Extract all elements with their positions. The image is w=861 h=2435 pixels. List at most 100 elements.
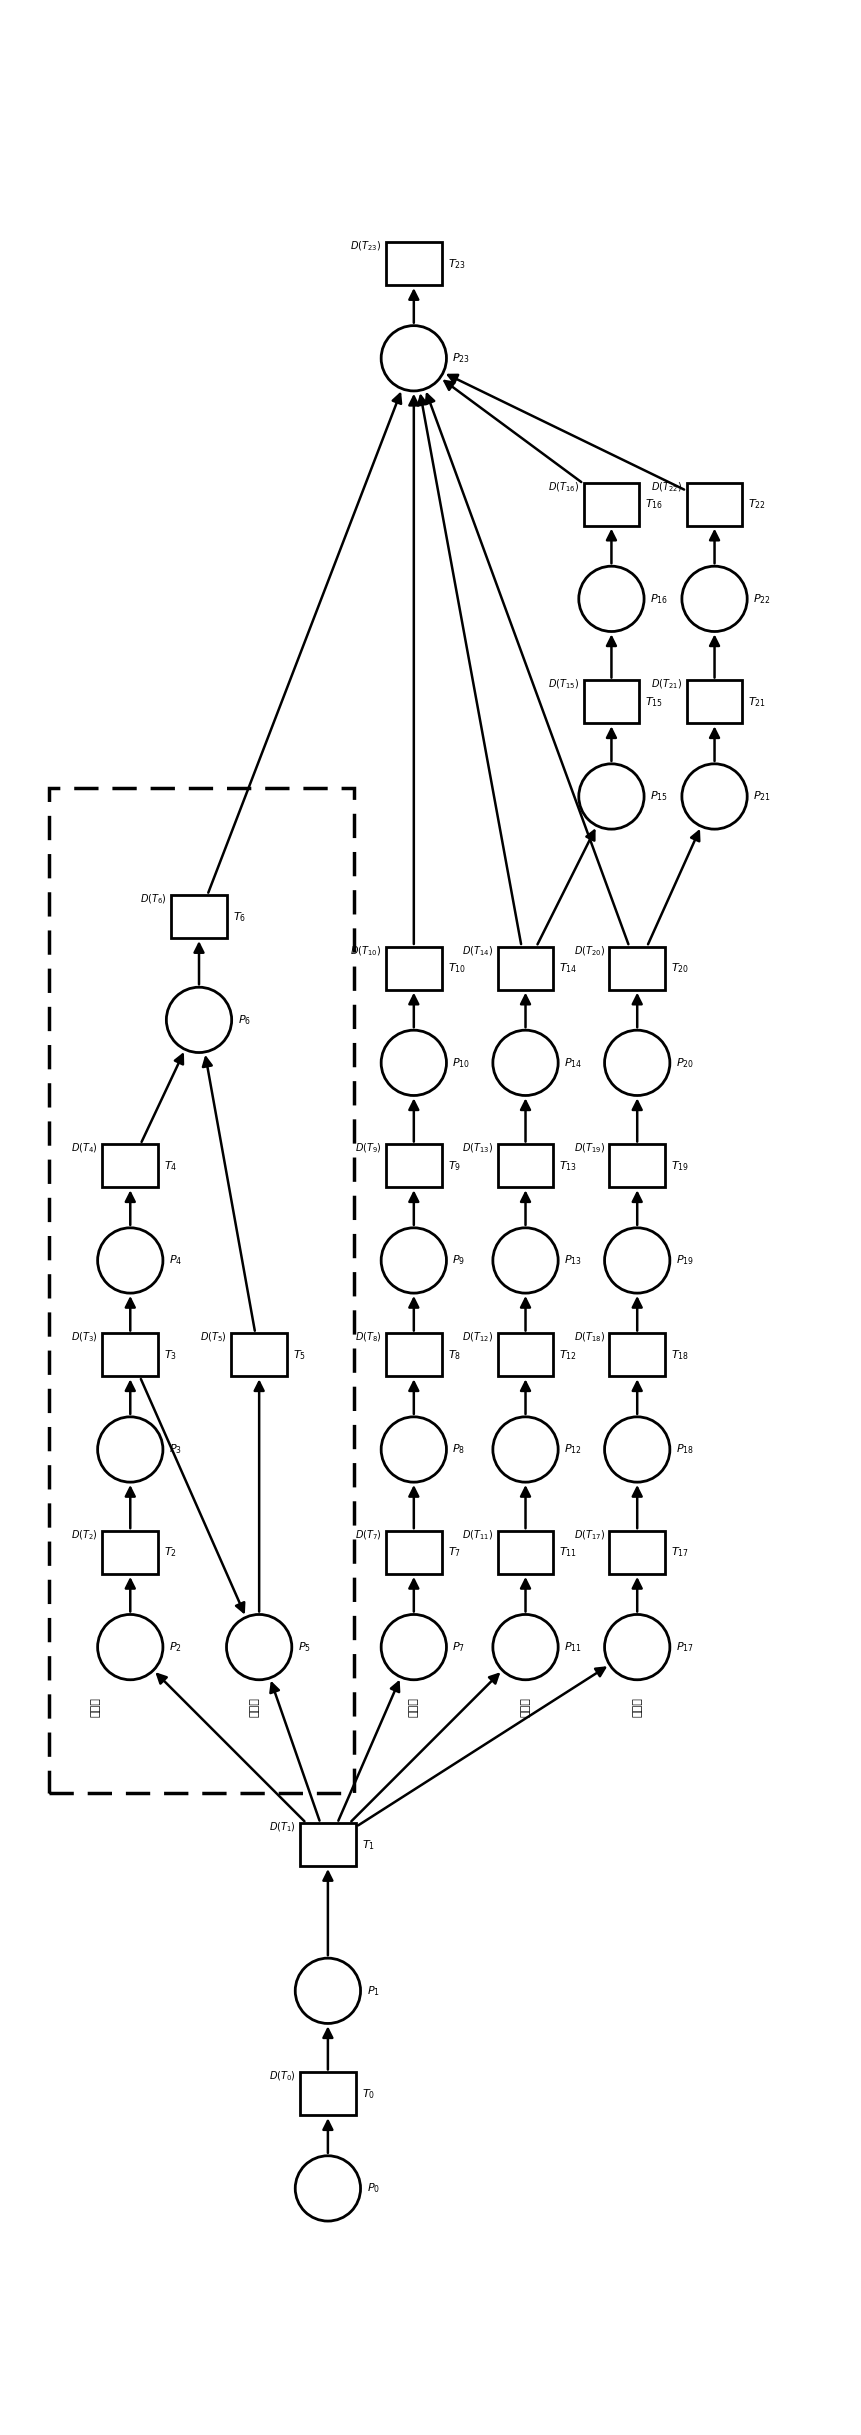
- Circle shape: [166, 986, 232, 1052]
- Circle shape: [381, 1614, 446, 1680]
- Text: $T_{20}$: $T_{20}$: [671, 962, 689, 976]
- Text: $T_{18}$: $T_{18}$: [671, 1349, 689, 1361]
- Bar: [102, 1532, 158, 1573]
- Text: $T_{22}$: $T_{22}$: [747, 497, 765, 511]
- Text: 三支线: 三支线: [408, 1697, 418, 1717]
- Bar: [48, 789, 353, 1792]
- Text: $T_{14}$: $T_{14}$: [559, 962, 577, 976]
- Text: $T_8$: $T_8$: [447, 1349, 461, 1361]
- Text: $P_{18}$: $P_{18}$: [675, 1442, 693, 1456]
- Bar: [170, 896, 226, 937]
- Text: $P_1$: $P_1$: [366, 1985, 379, 1997]
- Text: $D(T_8)$: $D(T_8)$: [355, 1330, 381, 1344]
- Text: $D(T_{13})$: $D(T_{13})$: [461, 1142, 492, 1154]
- Bar: [386, 1334, 441, 1376]
- Bar: [102, 1144, 158, 1188]
- Text: $D(T_{12})$: $D(T_{12})$: [461, 1330, 492, 1344]
- Text: $D(T_{18})$: $D(T_{18})$: [573, 1330, 604, 1344]
- Circle shape: [492, 1227, 558, 1293]
- Text: $T_7$: $T_7$: [447, 1546, 461, 1558]
- Text: $P_7$: $P_7$: [452, 1641, 465, 1653]
- Bar: [609, 1532, 665, 1573]
- Text: $P_{17}$: $P_{17}$: [675, 1641, 693, 1653]
- Circle shape: [97, 1227, 163, 1293]
- Text: $T_9$: $T_9$: [447, 1159, 461, 1174]
- Bar: [386, 1532, 441, 1573]
- Text: $D(T_{19})$: $D(T_{19})$: [573, 1142, 604, 1154]
- Bar: [231, 1334, 287, 1376]
- Text: $T_{19}$: $T_{19}$: [671, 1159, 689, 1174]
- Bar: [497, 1532, 553, 1573]
- Text: $P_0$: $P_0$: [366, 2182, 379, 2196]
- Text: $D(T_9)$: $D(T_9)$: [355, 1142, 381, 1154]
- Text: $D(T_{11})$: $D(T_{11})$: [461, 1529, 492, 1541]
- Text: $P_2$: $P_2$: [169, 1641, 182, 1653]
- Text: $P_{13}$: $P_{13}$: [564, 1254, 581, 1266]
- Text: $T_2$: $T_2$: [164, 1546, 177, 1558]
- Text: $P_{12}$: $P_{12}$: [564, 1442, 581, 1456]
- Circle shape: [97, 1614, 163, 1680]
- Text: $P_{22}$: $P_{22}$: [753, 592, 770, 606]
- Text: $D(T_{17})$: $D(T_{17})$: [573, 1529, 604, 1541]
- Text: $D(T_1)$: $D(T_1)$: [269, 1821, 295, 1834]
- Circle shape: [492, 1417, 558, 1483]
- Text: $T_{23}$: $T_{23}$: [447, 256, 465, 270]
- Text: $D(T_2)$: $D(T_2)$: [71, 1529, 98, 1541]
- Text: $P_8$: $P_8$: [452, 1442, 465, 1456]
- Text: $T_1$: $T_1$: [362, 1838, 375, 1851]
- Bar: [609, 1334, 665, 1376]
- Text: $T_4$: $T_4$: [164, 1159, 177, 1174]
- Bar: [386, 244, 441, 285]
- Circle shape: [295, 1958, 360, 2023]
- Text: 四支线: 四支线: [520, 1697, 530, 1717]
- Text: $D(T_{21})$: $D(T_{21})$: [650, 677, 682, 692]
- Bar: [686, 482, 741, 526]
- Text: $D(T_0)$: $D(T_0)$: [269, 2070, 295, 2084]
- Circle shape: [381, 1227, 446, 1293]
- Text: $D(T_4)$: $D(T_4)$: [71, 1142, 98, 1154]
- Bar: [609, 1144, 665, 1188]
- Circle shape: [604, 1614, 669, 1680]
- Bar: [583, 482, 639, 526]
- Circle shape: [381, 326, 446, 392]
- Text: $P_{23}$: $P_{23}$: [452, 351, 470, 365]
- Text: $D(T_{23})$: $D(T_{23})$: [350, 239, 381, 253]
- Text: $P_{20}$: $P_{20}$: [675, 1057, 693, 1069]
- Text: $P_5$: $P_5$: [297, 1641, 311, 1653]
- Circle shape: [604, 1417, 669, 1483]
- Circle shape: [381, 1030, 446, 1096]
- Text: $D(T_6)$: $D(T_6)$: [139, 894, 166, 906]
- Text: $D(T_{10})$: $D(T_{10})$: [350, 945, 381, 957]
- Text: $P_{10}$: $P_{10}$: [452, 1057, 470, 1069]
- Text: $T_{17}$: $T_{17}$: [671, 1546, 688, 1558]
- Bar: [609, 947, 665, 989]
- Text: $T_{13}$: $T_{13}$: [559, 1159, 577, 1174]
- Text: $D(T_{15})$: $D(T_{15})$: [548, 677, 579, 692]
- Bar: [386, 947, 441, 989]
- Text: $P_4$: $P_4$: [169, 1254, 182, 1266]
- Text: $T_{11}$: $T_{11}$: [559, 1546, 577, 1558]
- Bar: [102, 1334, 158, 1376]
- Text: $D(T_5)$: $D(T_5)$: [200, 1330, 226, 1344]
- Circle shape: [97, 1417, 163, 1483]
- Text: $P_{11}$: $P_{11}$: [564, 1641, 581, 1653]
- Circle shape: [578, 765, 643, 830]
- Circle shape: [226, 1614, 292, 1680]
- Bar: [300, 1824, 356, 1865]
- Circle shape: [604, 1030, 669, 1096]
- Text: $D(T_{16})$: $D(T_{16})$: [548, 480, 579, 494]
- Text: $D(T_{20})$: $D(T_{20})$: [573, 945, 604, 957]
- Text: $D(T_{14})$: $D(T_{14})$: [461, 945, 492, 957]
- Text: $D(T_{22})$: $D(T_{22})$: [650, 480, 682, 494]
- Bar: [497, 1334, 553, 1376]
- Bar: [686, 679, 741, 723]
- Bar: [497, 1144, 553, 1188]
- Text: $P_{19}$: $P_{19}$: [675, 1254, 693, 1266]
- Text: $T_{16}$: $T_{16}$: [645, 497, 663, 511]
- Text: $T_{10}$: $T_{10}$: [447, 962, 465, 976]
- Text: $P_3$: $P_3$: [169, 1442, 182, 1456]
- Text: $P_{15}$: $P_{15}$: [649, 789, 667, 804]
- Text: $D(T_7)$: $D(T_7)$: [355, 1529, 381, 1541]
- Text: $T_{15}$: $T_{15}$: [645, 694, 663, 709]
- Circle shape: [295, 2155, 360, 2221]
